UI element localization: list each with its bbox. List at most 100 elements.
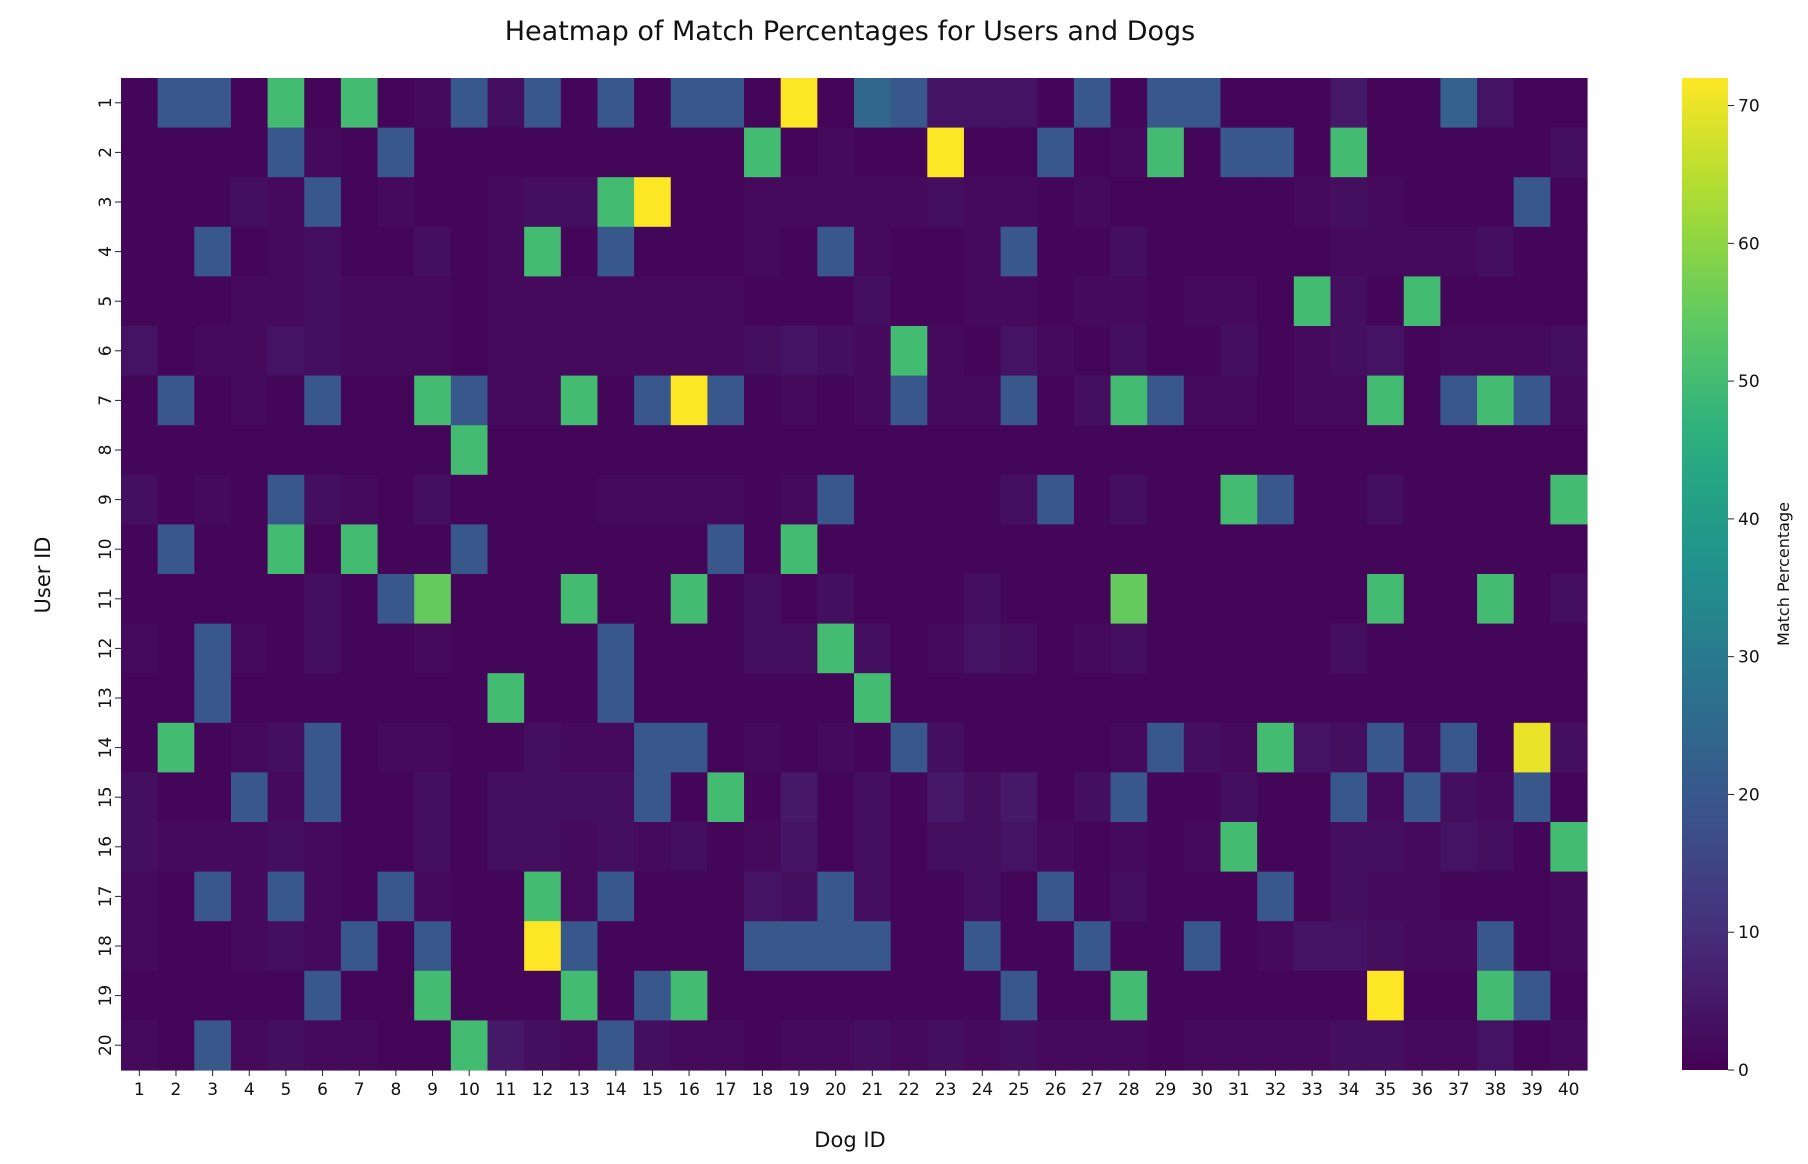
- heatmap-cell: [1073, 425, 1112, 476]
- heatmap-cell: [634, 326, 672, 377]
- heatmap-cell: [1037, 78, 1075, 129]
- heatmap-cell: [340, 1020, 379, 1071]
- heatmap-cell: [340, 822, 379, 873]
- y-tick-label: 7: [96, 395, 116, 406]
- heatmap-cell: [377, 375, 415, 426]
- heatmap-cell: [1550, 921, 1588, 972]
- heatmap-cell: [1440, 276, 1478, 327]
- heatmap-cell: [1257, 375, 1295, 426]
- heatmap-cell: [524, 970, 562, 1021]
- heatmap-cell: [1220, 276, 1258, 327]
- heatmap-cell: [597, 871, 635, 922]
- heatmap-cell: [597, 772, 635, 823]
- x-axis: 1 2 3 4 5 6 7 8 9 10 11 12 13 14 15 16 17 18 19 20 21 22 23 24 2…: [134, 1070, 1579, 1100]
- heatmap-cell: [1147, 226, 1185, 277]
- heatmap-cell: [267, 722, 305, 773]
- heatmap-cell: [230, 276, 269, 327]
- heatmap-cell: [1550, 574, 1588, 625]
- heatmap-cell: [1073, 474, 1112, 525]
- heatmap-cell: [524, 276, 562, 327]
- heatmap-cell: [1257, 474, 1295, 525]
- heatmap-cell: [927, 822, 965, 873]
- heatmap-cell: [1257, 425, 1295, 476]
- heatmap-cell: [707, 722, 745, 773]
- heatmap-cell: [1513, 276, 1551, 327]
- heatmap-cell: [524, 921, 562, 972]
- heatmap-cell: [927, 425, 965, 476]
- heatmap-cell: [1000, 177, 1038, 228]
- heatmap-cell: [927, 276, 965, 327]
- heatmap-cell: [230, 326, 269, 377]
- heatmap-cell: [157, 474, 195, 525]
- heatmap-cell: [634, 425, 672, 476]
- heatmap-cell: [854, 574, 892, 625]
- heatmap-cell: [597, 78, 635, 129]
- heatmap-cell: [487, 970, 525, 1021]
- heatmap-cell: [670, 772, 708, 823]
- heatmap-cell: [1477, 574, 1515, 625]
- heatmap-cell: [1183, 474, 1222, 525]
- heatmap-cell: [670, 425, 708, 476]
- heatmap-cell: [1220, 425, 1258, 476]
- heatmap-cell: [267, 574, 305, 625]
- heatmap-cell: [560, 375, 599, 426]
- heatmap-cell: [414, 772, 452, 823]
- x-tick-label: 35: [1375, 1080, 1397, 1100]
- heatmap-cell: [487, 78, 525, 129]
- heatmap-cell: [1403, 921, 1441, 972]
- heatmap-cell: [1477, 871, 1515, 922]
- heatmap-cell: [854, 772, 892, 823]
- heatmap-cell: [304, 127, 342, 178]
- heatmap-cell: [194, 326, 232, 377]
- heatmap-cell: [780, 474, 818, 525]
- heatmap-cell: [817, 673, 855, 724]
- heatmap-cell: [304, 226, 342, 277]
- heatmap-cell: [1110, 921, 1148, 972]
- heatmap-cell: [634, 375, 672, 426]
- heatmap-cell: [1037, 524, 1075, 575]
- heatmap-cell: [1220, 474, 1258, 525]
- heatmap-cell: [890, 375, 928, 426]
- heatmap-cell: [597, 425, 635, 476]
- x-tick-label: 11: [495, 1080, 517, 1100]
- heatmap-cell: [1330, 474, 1368, 525]
- heatmap-cell: [560, 127, 599, 178]
- heatmap-cell: [927, 177, 965, 228]
- heatmap-cell: [1293, 226, 1332, 277]
- heatmap-cell: [1183, 822, 1222, 873]
- heatmap-cell: [817, 822, 855, 873]
- heatmap-cell: [817, 524, 855, 575]
- heatmap-cell: [780, 375, 818, 426]
- heatmap-cell: [1183, 78, 1222, 129]
- heatmap-cell: [377, 574, 415, 625]
- heatmap-cell: [744, 375, 782, 426]
- heatmap-cell: [1183, 1020, 1222, 1071]
- heatmap-cell: [1110, 871, 1148, 922]
- heatmap-cell: [1183, 623, 1222, 674]
- heatmap-cell: [1403, 871, 1441, 922]
- heatmap-cell: [1550, 276, 1588, 327]
- heatmap-cell: [1257, 226, 1295, 277]
- heatmap-cell: [1183, 970, 1222, 1021]
- y-tick-label: 6: [96, 345, 116, 356]
- heatmap-cell: [1550, 326, 1588, 377]
- heatmap-cell: [1477, 226, 1515, 277]
- heatmap-cell: [230, 1020, 269, 1071]
- heatmap-cell: [670, 474, 708, 525]
- heatmap-cell: [1293, 1020, 1332, 1071]
- heatmap-cell: [1440, 1020, 1478, 1071]
- heatmap-cell: [414, 822, 452, 873]
- heatmap-cell: [1293, 375, 1332, 426]
- heatmap-cell: [707, 127, 745, 178]
- heatmap-cell: [1513, 722, 1551, 773]
- heatmap-cell: [1550, 127, 1588, 178]
- heatmap-cell: [450, 1020, 489, 1071]
- heatmap-cell: [670, 524, 708, 575]
- heatmap-cell: [487, 673, 525, 724]
- heatmap-cell: [157, 425, 195, 476]
- heatmap-cell: [560, 524, 599, 575]
- heatmap-cell: [267, 921, 305, 972]
- heatmap-cell: [1440, 226, 1478, 277]
- heatmap-cell: [1257, 326, 1295, 377]
- heatmap-cell: [560, 921, 599, 972]
